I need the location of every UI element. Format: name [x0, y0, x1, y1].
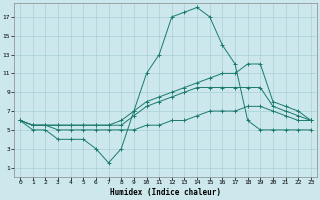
X-axis label: Humidex (Indice chaleur): Humidex (Indice chaleur): [110, 188, 221, 197]
